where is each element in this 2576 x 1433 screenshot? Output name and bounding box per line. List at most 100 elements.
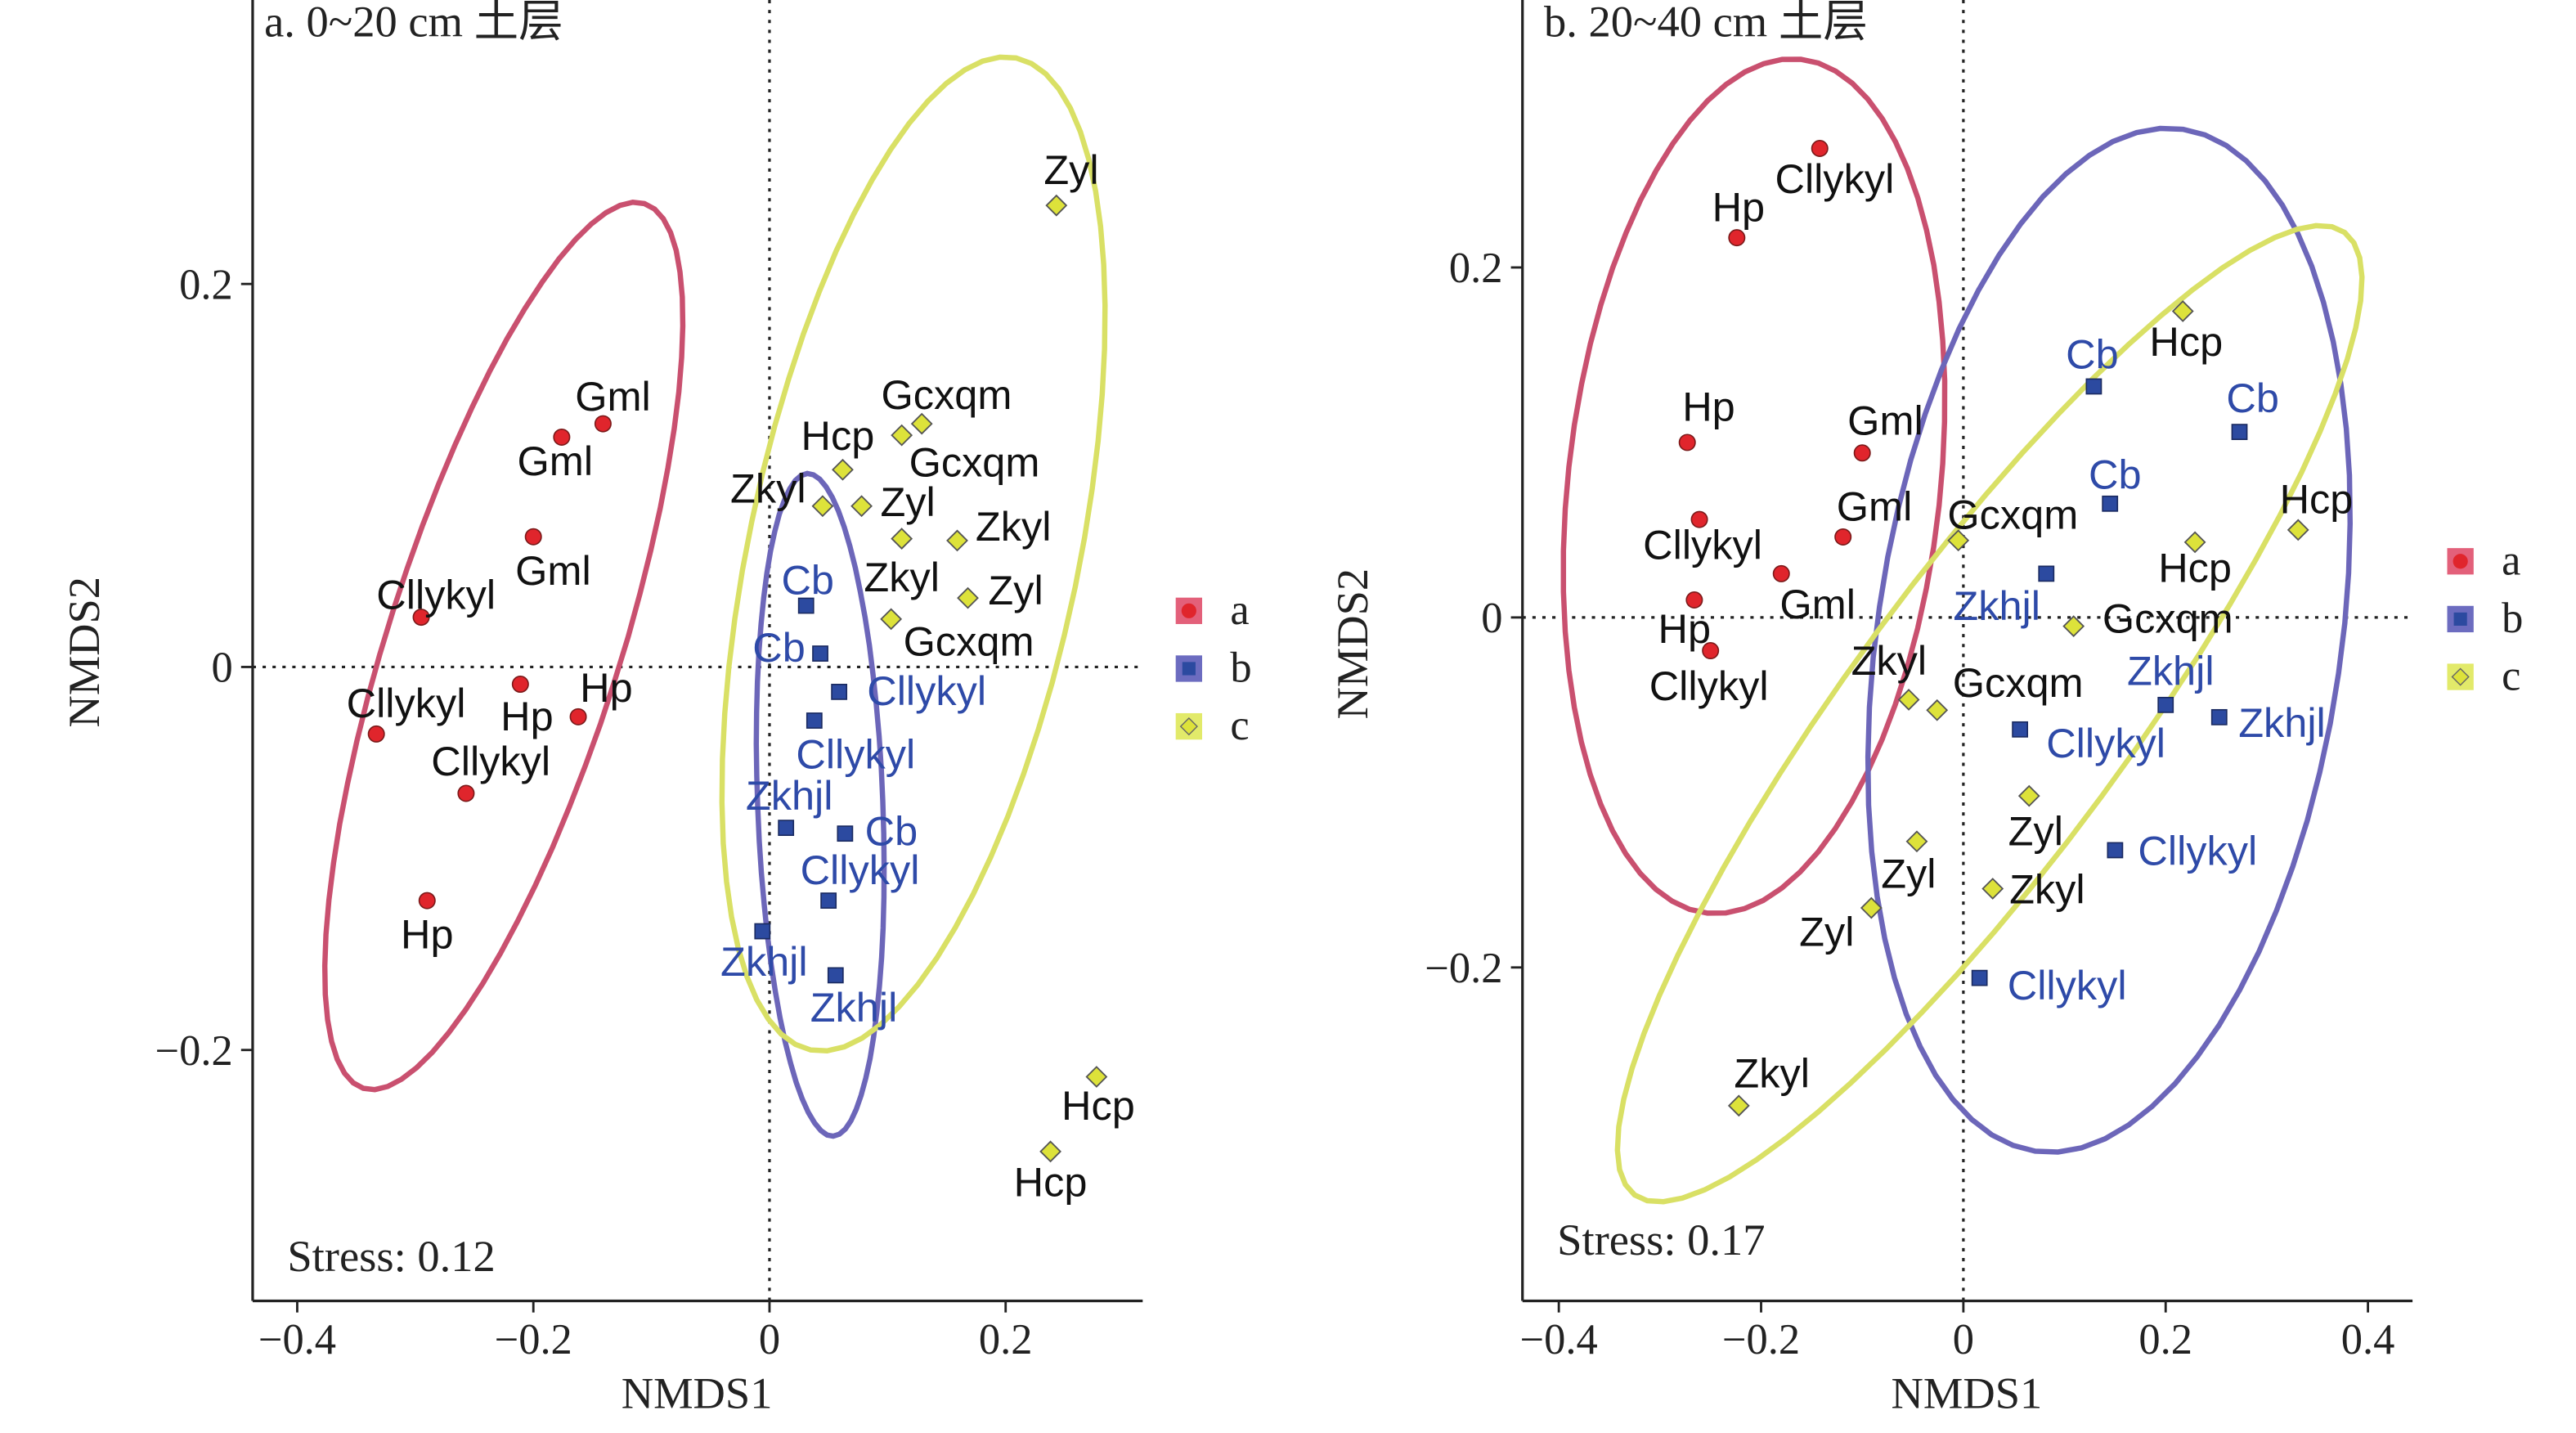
x-tick-label: −0.2: [1722, 1316, 1800, 1363]
point-label: Hcp: [801, 412, 875, 459]
point-label: Gcxqm: [1947, 492, 2078, 538]
point-label: Gml: [518, 438, 594, 484]
point-c: [1039, 1140, 1061, 1163]
point-label: Cb: [781, 556, 834, 603]
legend-marker-b: [1182, 662, 1196, 676]
point-c: [880, 608, 903, 631]
point-c: [850, 495, 873, 518]
point-b: [2038, 565, 2055, 582]
panel-a-0-20cm: −0.4 −0.2 0 0.2 −0.2 0 0.2 NMDS1 NMDS2 a. 0~20 cm…: [59, 0, 1252, 1418]
point-label: Zkyl: [2009, 866, 2085, 913]
y-tick-label: 0: [1481, 595, 1502, 642]
x-tick-label: 0.2: [2138, 1316, 2192, 1363]
point-c: [1860, 896, 1883, 919]
panel-b-20-40cm: −0.4 −0.2 0 0.2 0.4 −0.2 0 0.2 NMDS1 NMDS2 b. 20~4…: [1327, 0, 2523, 1418]
point-b: [2107, 842, 2124, 859]
legend-label-a: a: [2502, 537, 2520, 584]
point-b: [827, 967, 844, 984]
point-c: [2062, 615, 2085, 637]
y-axis-title: NMDS2: [1327, 568, 1377, 720]
confidence-ellipse-a: [321, 199, 686, 1093]
x-tick-label: 0.2: [979, 1316, 1033, 1363]
confidence-ellipse-c: [1614, 222, 2365, 1205]
point-label: Cllykyl: [796, 731, 915, 778]
y-tick-label: 0.2: [1449, 245, 1503, 292]
point-c: [910, 412, 933, 435]
point-label: Zyl: [1881, 850, 1936, 896]
legend-label-a: a: [1230, 586, 1249, 634]
point-b: [2012, 721, 2029, 738]
point-label: Zkhjl: [810, 984, 898, 1031]
point-label: Gml: [1837, 483, 1913, 529]
point-label: Cllykyl: [1649, 663, 1769, 709]
point-label: Gml: [1779, 581, 1856, 627]
point-label: Hcp: [2149, 318, 2223, 365]
point-b: [754, 923, 771, 940]
point-a: [553, 428, 571, 446]
panel-title: b. 20~40 cm 土层: [1544, 0, 1868, 46]
panel-title: a. 0~20 cm 土层: [264, 0, 563, 46]
point-label: Gml: [515, 547, 591, 594]
point-a: [1853, 444, 1871, 462]
point-b: [806, 712, 823, 729]
point-c: [1905, 830, 1928, 853]
y-axis-title: NMDS2: [59, 577, 109, 728]
point-c: [1947, 529, 1970, 552]
point-label: Cllykyl: [1775, 155, 1895, 202]
point-label: Gcxqm: [909, 439, 1040, 486]
point-a: [569, 708, 587, 725]
point-c: [2183, 531, 2206, 554]
point-b: [797, 597, 815, 614]
point-label: Zkyl: [1851, 637, 1928, 684]
point-c: [2287, 519, 2309, 541]
stress-annotation: Stress: 0.17: [1557, 1215, 1765, 1265]
x-axis-title: NMDS1: [1892, 1368, 2043, 1418]
legend-marker-c: [2451, 667, 2470, 686]
point-a: [594, 415, 612, 433]
point-label: Gml: [1847, 398, 1923, 444]
confidence-ellipse-c: [719, 54, 1108, 1053]
point-b: [1971, 969, 1988, 986]
point-b: [831, 683, 848, 700]
legend-marker-c: [1179, 717, 1198, 736]
x-tick-label: −0.4: [258, 1316, 336, 1363]
point-label: Cllykyl: [801, 847, 920, 893]
point-label: Hp: [1682, 384, 1735, 430]
y-tick-label: −0.2: [1425, 945, 1502, 992]
x-tick-label: 0: [759, 1316, 780, 1363]
point-b: [837, 825, 854, 842]
point-label: Cllykyl: [2008, 962, 2127, 1008]
point-a: [1811, 140, 1829, 157]
point-a: [457, 784, 475, 802]
x-tick-label: −0.4: [1520, 1316, 1598, 1363]
point-label: Cllykyl: [2138, 828, 2257, 874]
legend-label-b: b: [1230, 645, 1251, 692]
point-label: Zyl: [1799, 908, 1854, 955]
point-label: Cb: [865, 807, 918, 854]
point-label: Gcxqm: [882, 371, 1012, 418]
x-tick-label: 0.4: [2341, 1316, 2395, 1363]
point-b: [820, 892, 837, 909]
point-label: Hcp: [1061, 1082, 1135, 1129]
point-label: Zkhjl: [746, 772, 833, 819]
point-c: [946, 529, 968, 552]
point-a: [418, 892, 436, 910]
confidence-ellipse-b: [753, 470, 887, 1139]
point-label: Zyl: [880, 478, 935, 525]
point-b: [2210, 708, 2228, 725]
point-c: [1897, 689, 1920, 711]
confidence-ellipse-a: [1560, 56, 1948, 916]
point-c: [2171, 300, 2194, 322]
point-label: Zyl: [988, 567, 1043, 613]
y-tick-label: −0.2: [155, 1027, 233, 1075]
point-label: Cllykyl: [2046, 720, 2165, 766]
point-a: [1678, 433, 1696, 451]
point-label: Cllykyl: [867, 667, 986, 714]
point-c: [891, 424, 913, 447]
point-c: [1727, 1094, 1750, 1117]
legend-marker-b: [2453, 612, 2467, 626]
legend-label-b: b: [2502, 595, 2523, 642]
x-tick-label: −0.2: [495, 1316, 572, 1363]
y-tick-label: 0: [211, 645, 232, 692]
